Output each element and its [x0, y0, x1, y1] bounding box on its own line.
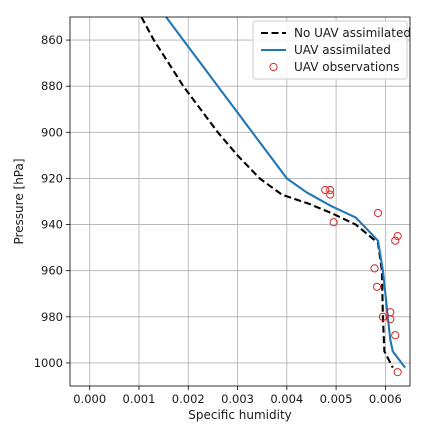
x-tick-label: 0.000	[73, 392, 106, 406]
legend-entry-uav: UAV assimilated	[294, 43, 391, 57]
y-tick-label: 920	[41, 171, 63, 185]
legend-sample-observations	[269, 62, 278, 72]
y-tick-label: 940	[41, 218, 63, 232]
uav-observation-point	[370, 264, 379, 273]
uav-observation-point	[326, 190, 335, 199]
uav-observation-point	[393, 368, 402, 377]
x-tick-label: 0.001	[123, 392, 156, 406]
uav-observation-point	[329, 218, 338, 227]
legend-entry-observations: UAV observations	[294, 60, 399, 74]
x-tick-label: 0.004	[270, 392, 303, 406]
y-tick-label: 960	[41, 264, 63, 278]
axis-ticks: 0.000 0.001 0.002 0.003 0.004 0.005 0.006 860 88…	[34, 33, 402, 406]
uav-observation-point	[391, 236, 400, 245]
uav-observation-point	[321, 185, 330, 195]
plot-series	[140, 17, 406, 377]
plot-frame	[69, 16, 411, 387]
uav-observation-point	[372, 282, 382, 291]
x-axis-label: Specific humidity	[188, 408, 292, 422]
y-tick-label: 980	[41, 310, 63, 324]
y-tick-label: 1000	[34, 356, 63, 370]
legend-entry-no-uav: No UAV assimilated	[294, 26, 411, 40]
x-tick-label: 0.005	[320, 392, 353, 406]
uav-observation-point	[373, 208, 383, 218]
uav-observation-point	[386, 315, 395, 324]
uav-assimilated-line	[165, 17, 406, 369]
uav-observation-point	[326, 185, 335, 195]
uav-observation-point	[378, 312, 387, 321]
legend-box	[252, 20, 408, 80]
y-tick-label: 900	[41, 125, 63, 139]
x-tick-label: 0.003	[221, 392, 254, 406]
x-tick-label: 0.002	[172, 392, 205, 406]
uav-observation-point	[391, 331, 400, 340]
legend: No UAV assimilated UAV assimilated UAV o…	[252, 20, 411, 80]
uav-observation-point	[393, 231, 402, 241]
no-uav-line	[140, 17, 394, 369]
y-tick-label: 860	[41, 33, 63, 47]
y-axis-label: Pressure [hPa]	[12, 158, 26, 244]
x-tick-label: 0.006	[369, 392, 402, 406]
y-tick-label: 880	[41, 79, 63, 93]
